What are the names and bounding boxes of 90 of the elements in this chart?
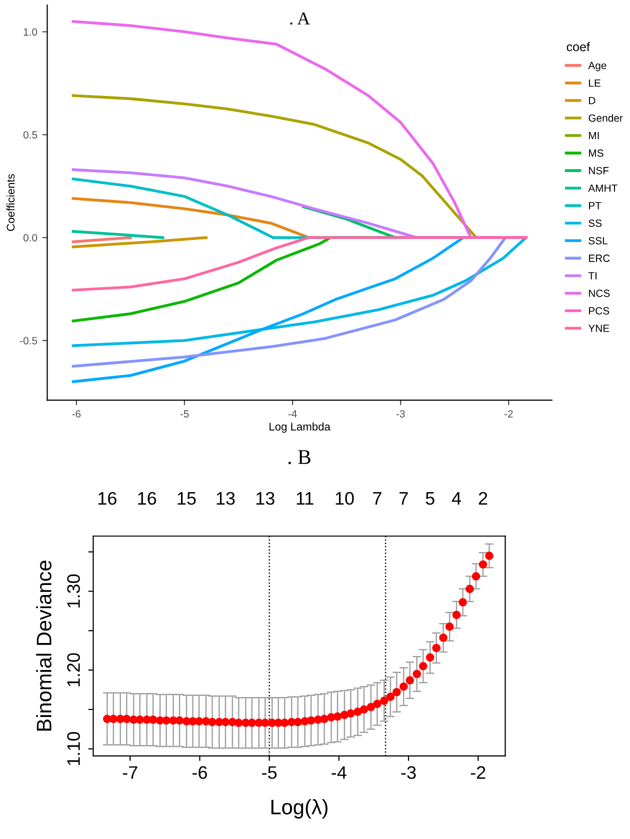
y-tick-label: 0.0	[23, 234, 38, 242]
x-tick-label: -3	[396, 410, 405, 418]
text: 13	[256, 492, 274, 505]
point	[472, 572, 480, 580]
point	[234, 718, 243, 728]
legend-label: PCS	[589, 307, 610, 315]
legend-label: Age	[588, 62, 606, 72]
point	[366, 702, 376, 712]
point	[380, 696, 388, 705]
point	[109, 714, 118, 724]
legend-label: MS	[589, 149, 604, 157]
legend-title: coef	[566, 42, 590, 52]
text: 11	[296, 492, 314, 505]
text: 7	[400, 492, 408, 505]
point	[175, 716, 184, 725]
point	[136, 716, 144, 724]
point	[294, 718, 302, 726]
point	[439, 634, 448, 642]
chart-title: . B	[288, 450, 310, 464]
point	[162, 716, 170, 725]
y-tick-label: 1.20	[67, 653, 80, 686]
point	[386, 692, 395, 702]
legend-label: SS	[588, 220, 602, 227]
point	[221, 718, 230, 726]
x-tick-label: -5	[262, 766, 277, 779]
y-tick-label: -0.5	[20, 337, 38, 344]
point	[445, 622, 454, 631]
point	[333, 712, 342, 721]
point	[399, 682, 408, 691]
point	[426, 653, 434, 662]
point	[360, 705, 368, 714]
text: 4	[452, 492, 462, 505]
legend-label: NSF	[589, 166, 609, 174]
x-tick-label: -4	[288, 410, 297, 418]
point	[208, 718, 216, 726]
legend-label: LE	[589, 79, 600, 87]
point	[458, 598, 467, 606]
x-axis-title: Log(λ)	[271, 799, 328, 819]
y-axis-title: Binomial Deviance	[36, 560, 52, 731]
legend-label: Gender	[588, 114, 623, 122]
point	[392, 688, 401, 696]
line-series	[72, 236, 528, 348]
text: 16	[138, 492, 156, 505]
x-tick-label: -6	[72, 410, 81, 418]
text: 5	[426, 492, 434, 505]
point	[406, 676, 414, 684]
legend-label: AMHT	[588, 184, 618, 192]
x-tick-label: -7	[122, 766, 138, 779]
line-series	[72, 236, 528, 292]
point	[478, 560, 488, 569]
legend-label: YNE	[588, 324, 610, 332]
point	[320, 714, 328, 724]
legend-label: PT	[589, 202, 602, 210]
text: 15	[178, 492, 196, 505]
x-axis-title: Log Lambda	[270, 422, 330, 433]
x-tick-label: -6	[192, 766, 207, 779]
legend-label: NCS	[589, 290, 610, 297]
point	[466, 584, 474, 594]
legend-label: MI	[589, 132, 599, 140]
point	[354, 708, 362, 716]
text: 7	[373, 492, 382, 505]
y-tick-label: 1.30	[67, 574, 80, 608]
legend-label: ERC	[589, 254, 610, 262]
x-tick-label: -2	[504, 410, 513, 418]
point	[418, 662, 428, 670]
point	[346, 709, 355, 718]
legend-label: D	[589, 96, 596, 104]
chart-title: . A	[290, 12, 310, 25]
y-tick-label: 1.10	[67, 732, 80, 766]
y-tick-label: 1.0	[24, 28, 38, 36]
point	[306, 716, 316, 725]
legend-label: TI	[588, 272, 596, 280]
y-axis-title: Coefficients	[6, 174, 15, 231]
x-tick-label: -5	[180, 410, 189, 418]
point	[485, 552, 494, 560]
point	[432, 644, 441, 652]
y-tick-label: 0.5	[23, 131, 38, 139]
x-tick-label: -3	[401, 766, 416, 779]
x-tick-label: -2	[470, 766, 486, 779]
point	[452, 610, 461, 620]
point	[412, 670, 422, 678]
point	[373, 700, 382, 708]
legend-label: SSL	[588, 237, 608, 244]
text: 10	[336, 492, 354, 505]
text: 16	[98, 492, 116, 505]
point	[248, 718, 256, 728]
text: 2	[478, 492, 488, 505]
point	[194, 717, 204, 726]
text: 13	[216, 492, 235, 505]
x-tick-label: -4	[332, 766, 346, 779]
